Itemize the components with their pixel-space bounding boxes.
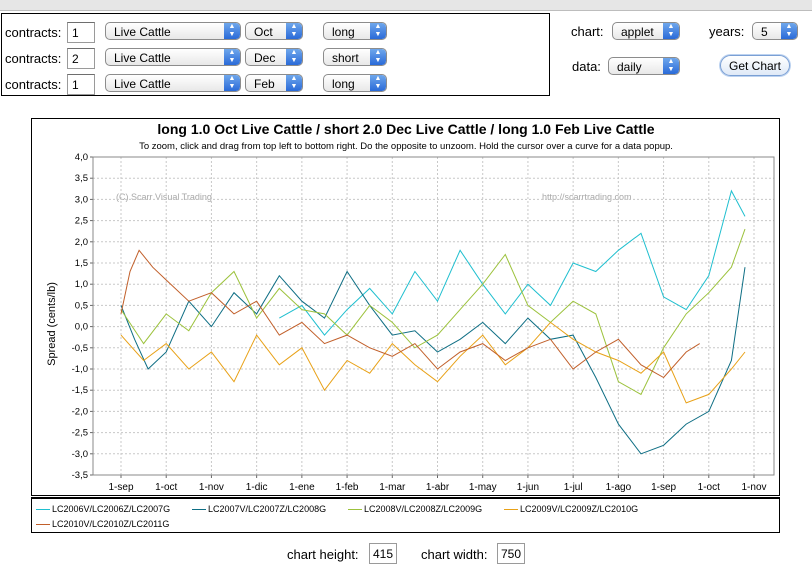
x-tick-label: 1-nov [741, 482, 766, 493]
y-tick-label: 1,0 [75, 279, 88, 290]
chart-legend: LC2006V/LC2006Z/LC2007G LC2007V/LC2007Z/… [31, 497, 780, 533]
grid-lines [93, 156, 774, 476]
y-tick-label: 3,5 [75, 173, 88, 184]
quantity-input[interactable]: 1 [67, 74, 95, 95]
side-select[interactable]: short ▲ ▼ [323, 48, 387, 66]
series-line-4[interactable] [120, 321, 746, 404]
y-tick-label: 0,5 [75, 300, 88, 311]
month-select[interactable]: Dec ▲ ▼ [245, 48, 303, 66]
y-tick-label: -3,5 [72, 470, 88, 481]
spread-chart[interactable]: long 1.0 Oct Live Cattle / short 2.0 Dec… [31, 118, 780, 496]
select-arrows-icon: ▲ ▼ [224, 75, 240, 91]
legend-swatch [504, 509, 518, 511]
x-tick-label: 1-ago [606, 482, 632, 493]
side-select[interactable]: long ▲ ▼ [323, 22, 387, 40]
legend-swatch [36, 524, 50, 526]
select-arrows-icon: ▲ ▼ [224, 49, 240, 65]
chart-width-input[interactable]: 750 [497, 543, 525, 564]
legend-item: LC2009V/LC2009Z/LC2010G [504, 504, 638, 514]
watermark-right: http://scarrtrading.com [542, 192, 632, 202]
x-tick-label: 1-mar [379, 482, 406, 493]
commodity-select[interactable]: Live Cattle ▲ ▼ [105, 48, 241, 66]
x-tick-label: 1-sep [651, 482, 676, 493]
month-select[interactable]: Feb ▲ ▼ [245, 74, 303, 92]
y-tick-label: -0,5 [72, 343, 88, 354]
select-arrows-icon: ▲ ▼ [781, 23, 797, 39]
contracts-label: contracts: [5, 77, 62, 92]
y-tick-label: -2,5 [72, 428, 88, 439]
legend-item: LC2010V/LC2010Z/LC2011G [36, 519, 169, 529]
select-arrows-icon: ▲ ▼ [286, 75, 302, 91]
plot-border [92, 156, 775, 476]
series-lines[interactable] [120, 189, 746, 455]
get-chart-button[interactable]: Get Chart [720, 55, 790, 76]
x-tick-label: 1-dic [246, 482, 268, 493]
legend-swatch [192, 509, 206, 511]
commodity-select[interactable]: Live Cattle ▲ ▼ [105, 74, 241, 92]
x-tick-label: 1-ene [289, 482, 315, 493]
x-tick-label: 1-nov [199, 482, 224, 493]
x-tick-label: 1-sep [108, 482, 133, 493]
y-tick-label: 0,0 [75, 322, 88, 333]
years-label: years: [709, 24, 745, 39]
browser-top-strip [0, 0, 812, 11]
quantity-input[interactable]: 2 [67, 48, 95, 69]
watermark-left: (C) Scarr Visual Trading [116, 192, 212, 202]
select-arrows-icon: ▲ ▼ [286, 49, 302, 65]
x-tick-label: 1-oct [155, 482, 177, 493]
select-arrows-icon: ▲ ▼ [663, 58, 679, 74]
select-arrows-icon: ▲ ▼ [370, 23, 386, 39]
chart-type-select[interactable]: applet ▲ ▼ [612, 22, 680, 40]
y-tick-label: -1,0 [72, 364, 88, 375]
x-tick-label: 1-abr [426, 482, 450, 493]
contracts-label: contracts: [5, 51, 62, 66]
data-frequency-select[interactable]: daily ▲ ▼ [608, 57, 680, 75]
chart-height-input[interactable]: 415 [369, 543, 397, 564]
series-line-5[interactable] [120, 249, 700, 379]
chart-type-label: chart: [571, 24, 604, 39]
commodity-select[interactable]: Live Cattle ▲ ▼ [105, 22, 241, 40]
x-tick-label: 1-jun [517, 482, 539, 493]
legend-item: LC2008V/LC2008Z/LC2009G [348, 504, 482, 514]
legend-item: LC2007V/LC2007Z/LC2008G [192, 504, 326, 514]
legend-swatch [36, 509, 50, 511]
series-line-1[interactable] [279, 189, 746, 336]
y-tick-label: -2,0 [72, 406, 88, 417]
chart-width-label: chart width: [421, 547, 488, 562]
y-axis-label: Spread (cents/lb) [46, 282, 58, 366]
y-tick-label: 1,5 [75, 258, 88, 269]
legend-swatch [348, 509, 362, 511]
select-arrows-icon: ▲ ▼ [370, 75, 386, 91]
chart-title: long 1.0 Oct Live Cattle / short 2.0 Dec… [157, 121, 654, 137]
x-tick-label: 1-jul [564, 482, 583, 493]
quantity-input[interactable]: 1 [67, 22, 95, 43]
y-tick-label: 3,0 [75, 194, 88, 205]
data-frequency-label: data: [572, 59, 601, 74]
y-tick-label: -1,5 [72, 385, 88, 396]
contracts-label: contracts: [5, 25, 62, 40]
x-tick-label: 1-oct [698, 482, 720, 493]
y-tick-label: 2,5 [75, 216, 88, 227]
month-select[interactable]: Oct ▲ ▼ [245, 22, 303, 40]
select-arrows-icon: ▲ ▼ [286, 23, 302, 39]
contracts-panel: contracts: 1 Live Cattle ▲ ▼ Oct ▲ ▼ long ▲ ▼ … [1, 13, 550, 96]
select-arrows-icon: ▲ ▼ [663, 23, 679, 39]
x-tick-label: 1-may [469, 482, 497, 493]
years-select[interactable]: 5 ▲ ▼ [752, 22, 798, 40]
y-axis-ticks: 4,0 3,5 3,0 2,5 2,0 1,5 1,0 0,5 0,0 -0,5 -1,0 -1,5 -… [72, 152, 93, 481]
chart-height-label: chart height: [287, 547, 359, 562]
y-tick-label: 2,0 [75, 237, 88, 248]
side-select[interactable]: long ▲ ▼ [323, 74, 387, 92]
y-tick-label: -3,0 [72, 449, 88, 460]
x-axis-ticks: 1-sep 1-oct 1-nov 1-dic 1-ene 1-feb 1-mar 1-abr… [108, 475, 767, 493]
chart-subtitle: To zoom, click and drag from top left to… [139, 141, 673, 152]
y-tick-label: 4,0 [75, 152, 88, 163]
chart-canvas[interactable]: long 1.0 Oct Live Cattle / short 2.0 Dec… [32, 119, 779, 495]
series-line-3[interactable] [120, 228, 746, 396]
select-arrows-icon: ▲ ▼ [224, 23, 240, 39]
legend-item: LC2006V/LC2006Z/LC2007G [36, 504, 170, 514]
select-arrows-icon: ▲ ▼ [370, 49, 386, 65]
x-tick-label: 1-feb [336, 482, 359, 493]
